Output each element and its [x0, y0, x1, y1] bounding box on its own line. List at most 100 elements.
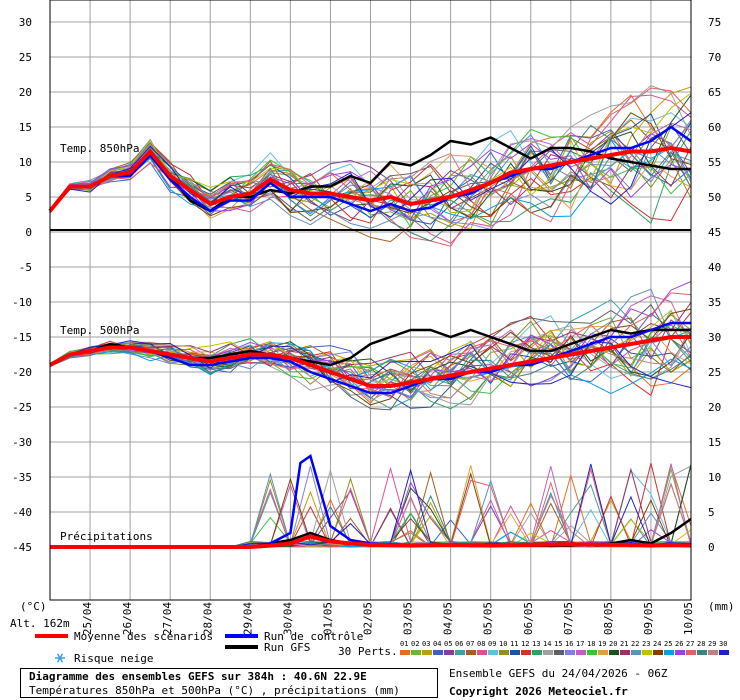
member-legend-swatch: [576, 650, 586, 655]
member-legend-swatch: [565, 650, 575, 655]
x-tick-label: 30/04: [281, 602, 294, 635]
member-legend-label: 19: [598, 640, 606, 648]
member-legend-swatch: [400, 650, 410, 655]
right-tick-label: 20: [708, 401, 721, 414]
member-legend-label: 05: [444, 640, 452, 648]
member-legend-label: 04: [433, 640, 441, 648]
x-tick-label: 04/05: [442, 602, 455, 635]
member-legend-swatch: [510, 650, 520, 655]
left-tick-label: -15: [12, 331, 32, 344]
member-legend-label: 10: [499, 640, 507, 648]
member-legend-swatch: [598, 650, 608, 655]
member-legend-label: 21: [620, 640, 628, 648]
x-tick-label: 08/05: [602, 602, 615, 635]
run-info: Ensemble GEFS du 24/04/2026 - 06Z: [449, 667, 668, 680]
member-legend-swatch: [719, 650, 729, 655]
right-tick-label: 25: [708, 366, 721, 379]
right-tick-label: 10: [708, 471, 721, 484]
right-tick-label: 55: [708, 156, 721, 169]
member-legend-label: 25: [664, 640, 672, 648]
member-legend-swatch: [664, 650, 674, 655]
left-tick-label: 20: [19, 86, 32, 99]
left-tick-label: 5: [25, 191, 32, 204]
member-legend-label: 08: [477, 640, 485, 648]
member-line-30: [49, 112, 692, 218]
member-legend-swatch: [455, 650, 465, 655]
member-legend-label: 01: [400, 640, 408, 648]
member-legend-label: 06: [455, 640, 463, 648]
member-legend-swatch: [631, 650, 641, 655]
member-legend-label: 26: [675, 640, 683, 648]
member-legend-label: 23: [642, 640, 650, 648]
member-legend-label: 28: [697, 640, 705, 648]
right-tick-label: 0: [708, 541, 715, 554]
left-tick-label: -5: [19, 261, 32, 274]
chart-subtitle: Températures 850hPa et 500hPa (°C) , pré…: [29, 684, 400, 697]
member-legend-label: 11: [510, 640, 518, 648]
right-tick-label: 15: [708, 436, 721, 449]
member-legend-swatch: [411, 650, 421, 655]
member-legend-label: 29: [708, 640, 716, 648]
plot-frame: [49, 0, 692, 601]
x-tick-label: 09/05: [642, 602, 655, 635]
t500-mean-line: [49, 335, 691, 388]
member-legend-swatch: [554, 650, 564, 655]
member-line-07: [49, 119, 692, 243]
member-legend-label: 16: [565, 640, 573, 648]
member-legend-label: 14: [543, 640, 551, 648]
member-legend-label: 02: [411, 640, 419, 648]
member-legend-swatch: [609, 650, 619, 655]
left-tick-label: -30: [12, 436, 32, 449]
member-legend-swatch: [543, 650, 553, 655]
left-tick-label: 30: [19, 16, 32, 29]
right-tick-label: 60: [708, 121, 721, 134]
right-tick-label: 65: [708, 86, 721, 99]
member-line-23: [49, 92, 692, 214]
member-legend-swatch: [521, 650, 531, 655]
right-axis-unit: (mm): [708, 600, 735, 613]
right-tick-label: 30: [708, 331, 721, 344]
legend-gfs-label: Run GFS: [264, 641, 310, 654]
x-tick-label: 28/04: [201, 602, 214, 635]
left-tick-label: -45: [12, 541, 32, 554]
left-tick-label: -10: [12, 296, 32, 309]
member-line-27: [49, 292, 692, 399]
member-legend-swatch: [587, 650, 597, 655]
x-tick-label: 25/04: [81, 602, 94, 635]
altitude-label: Alt. 162m: [10, 617, 70, 630]
member-legend-label: 27: [686, 640, 694, 648]
member-legend-swatch: [708, 650, 718, 655]
member-legend-label: 09: [488, 640, 496, 648]
member-legend-swatch: [477, 650, 487, 655]
t850-mean-line: [48, 145, 692, 213]
x-tick-label: 06/05: [522, 602, 535, 635]
member-legend-swatch: [444, 650, 454, 655]
left-tick-label: 0: [25, 226, 32, 239]
panel-label-t500: Temp. 500hPa: [60, 324, 139, 337]
member-line-25: [49, 342, 692, 395]
precip-mean-line: [50, 534, 692, 549]
member-line-25: [49, 138, 692, 220]
member-legend-label: 07: [466, 640, 474, 648]
legend-mean-label: Moyenne des scénarios: [74, 630, 213, 643]
x-tick-label: 26/04: [121, 602, 134, 635]
member-legend-swatch: [422, 650, 432, 655]
legend-snow-label: Risque neige: [74, 652, 153, 665]
right-tick-label: 40: [708, 261, 721, 274]
member-legend-label: 30: [719, 640, 727, 648]
member-legend-label: 12: [521, 640, 529, 648]
x-tick-label: 29/04: [241, 602, 254, 635]
member-legend-label: 13: [532, 640, 540, 648]
member-legend-label: 22: [631, 640, 639, 648]
right-tick-label: 70: [708, 51, 721, 64]
right-tick-label: 35: [708, 296, 721, 309]
x-tick-label: 03/05: [402, 602, 415, 635]
member-legend-swatch: [488, 650, 498, 655]
right-tick-label: 5: [708, 506, 715, 519]
copyright: Copyright 2026 Meteociel.fr: [449, 685, 628, 698]
member-legend-label: 15: [554, 640, 562, 648]
member-line-19: [49, 325, 692, 388]
x-tick-label: 10/05: [682, 602, 695, 635]
left-tick-label: -20: [12, 366, 32, 379]
main-series: [48, 125, 692, 549]
